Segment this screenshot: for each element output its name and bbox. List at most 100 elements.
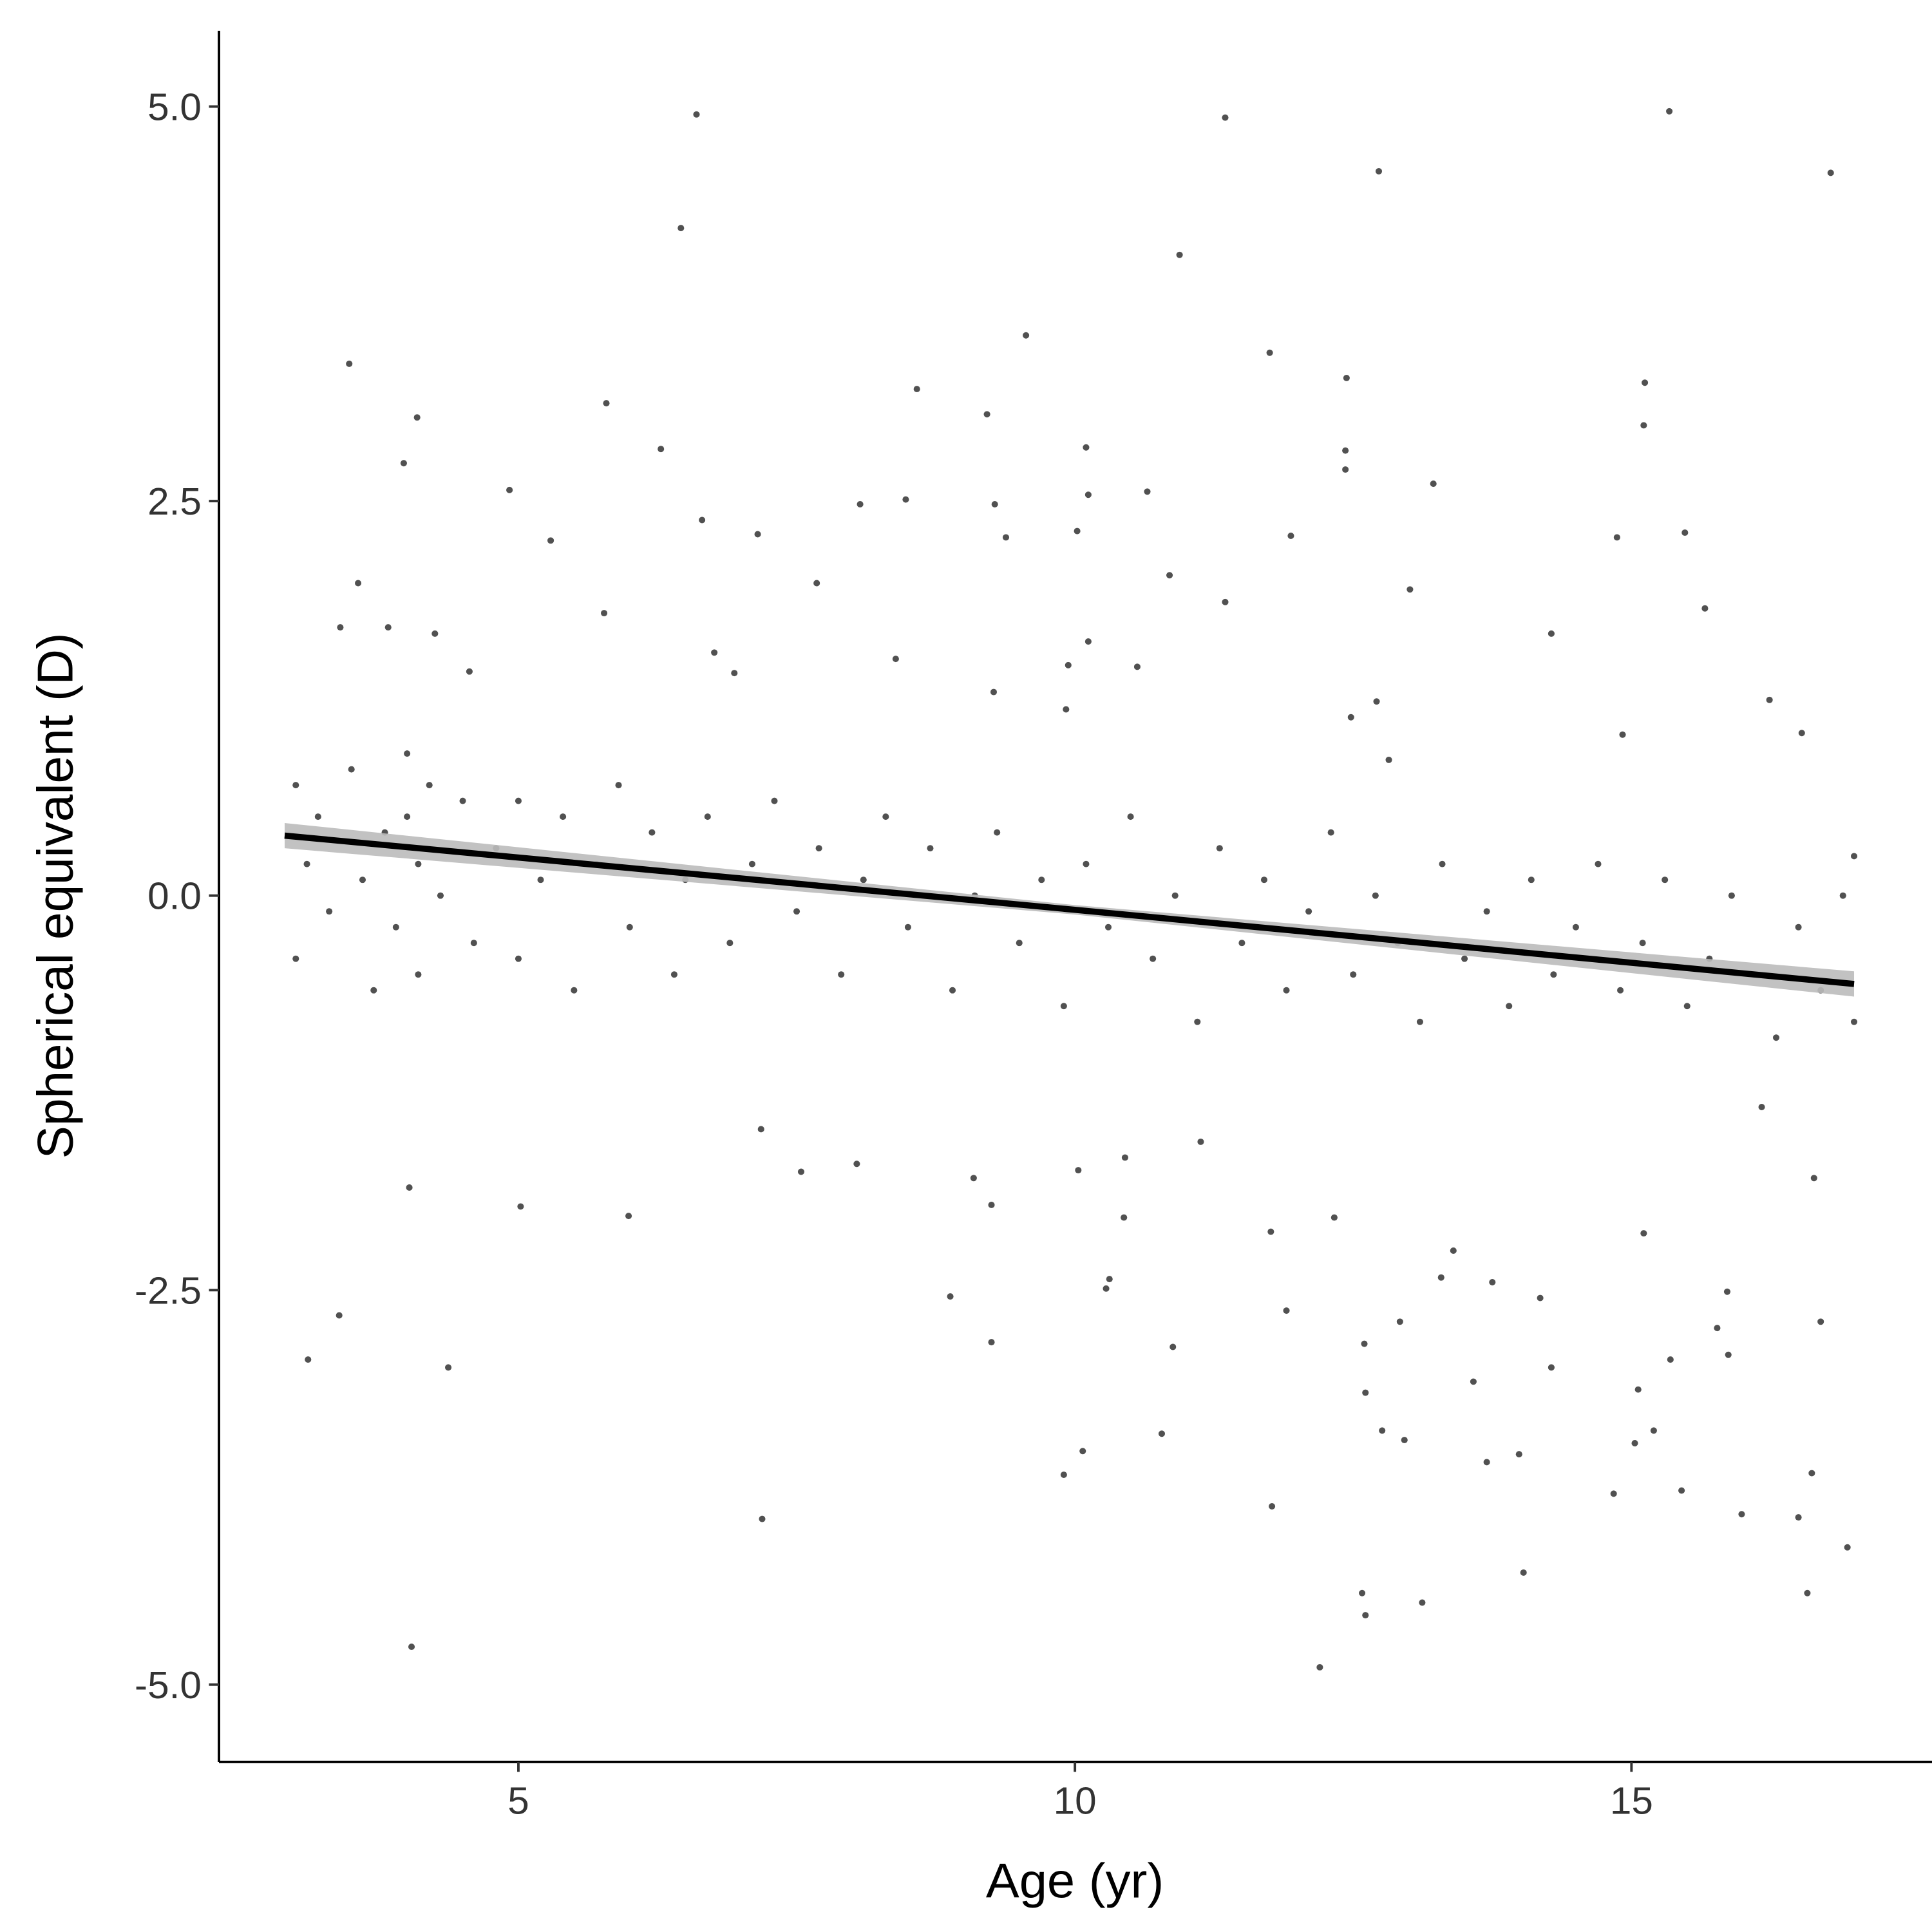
point (413, 414, 421, 421)
point (1714, 1325, 1721, 1332)
point (1844, 1544, 1851, 1551)
point (991, 500, 998, 507)
point (1103, 1285, 1110, 1292)
point (1361, 1340, 1368, 1347)
point (882, 813, 889, 820)
point (1515, 1451, 1522, 1458)
point (1681, 529, 1689, 536)
point (757, 1126, 764, 1133)
point (426, 782, 433, 789)
point (1362, 1389, 1369, 1396)
point (1379, 1427, 1386, 1434)
point (1023, 332, 1030, 339)
point (515, 797, 522, 804)
point (406, 1184, 413, 1191)
point (759, 1515, 766, 1522)
point (1342, 447, 1349, 454)
point (1269, 1503, 1276, 1510)
point (754, 531, 761, 538)
point (1266, 349, 1273, 356)
point (970, 1175, 977, 1182)
point (1634, 1386, 1642, 1393)
point (988, 1339, 995, 1346)
point (670, 971, 677, 978)
point (1772, 1034, 1780, 1041)
point (1065, 661, 1072, 668)
point (1385, 756, 1392, 763)
point (693, 111, 700, 118)
point (1238, 940, 1245, 947)
point (1728, 892, 1735, 899)
point (1650, 1427, 1657, 1434)
point (1347, 714, 1354, 721)
point (470, 940, 477, 947)
point (1548, 1364, 1555, 1371)
point (1795, 1514, 1802, 1521)
point (1595, 860, 1602, 867)
point (1483, 1459, 1490, 1466)
x-axis-title: Age (yr) (986, 1853, 1164, 1908)
y-tick-label: 0.0 (147, 875, 202, 917)
point (346, 360, 353, 367)
point (1450, 1247, 1457, 1254)
point (1430, 480, 1437, 488)
point (431, 630, 439, 637)
point (994, 829, 1001, 836)
point (1758, 1104, 1765, 1111)
point (1350, 971, 1357, 978)
point (1305, 908, 1312, 915)
point (547, 537, 554, 544)
point (711, 649, 718, 656)
point (902, 496, 909, 503)
point (537, 876, 544, 884)
point (1359, 1589, 1366, 1596)
point (400, 460, 407, 467)
point (1084, 491, 1092, 498)
point (983, 411, 990, 418)
x-tick-label: 10 (1054, 1779, 1097, 1822)
point (1439, 860, 1446, 867)
point (517, 1203, 524, 1210)
point (1437, 1274, 1444, 1281)
point (1104, 923, 1112, 931)
point (1817, 1318, 1824, 1325)
point (1416, 1018, 1423, 1025)
point (1528, 876, 1535, 884)
point (404, 750, 411, 757)
point (649, 829, 656, 836)
point (1342, 466, 1349, 473)
point (1133, 663, 1141, 670)
point (1079, 1448, 1086, 1455)
x-tick-label: 5 (507, 1779, 529, 1822)
point (1520, 1569, 1527, 1576)
point (658, 446, 665, 453)
point (1640, 1230, 1647, 1237)
point (771, 797, 778, 804)
point (408, 1643, 415, 1651)
point (927, 845, 934, 852)
point (1327, 829, 1334, 836)
point (947, 1293, 954, 1300)
point (1084, 638, 1092, 645)
point (1678, 1487, 1685, 1494)
point (1260, 876, 1268, 884)
point (326, 908, 333, 915)
point (1060, 1003, 1067, 1010)
point (815, 845, 822, 852)
point (1550, 971, 1557, 978)
point (1639, 940, 1646, 947)
point (1002, 534, 1010, 541)
point (1194, 1018, 1201, 1025)
point (1572, 923, 1579, 931)
point (1121, 1154, 1128, 1161)
point (392, 923, 399, 931)
y-tick-label: 5.0 (147, 86, 202, 128)
point (1489, 1279, 1496, 1286)
point (860, 876, 867, 884)
point (1150, 955, 1157, 962)
point (437, 892, 444, 899)
point (1060, 1472, 1067, 1478)
point (1373, 698, 1380, 705)
point (1343, 374, 1350, 381)
